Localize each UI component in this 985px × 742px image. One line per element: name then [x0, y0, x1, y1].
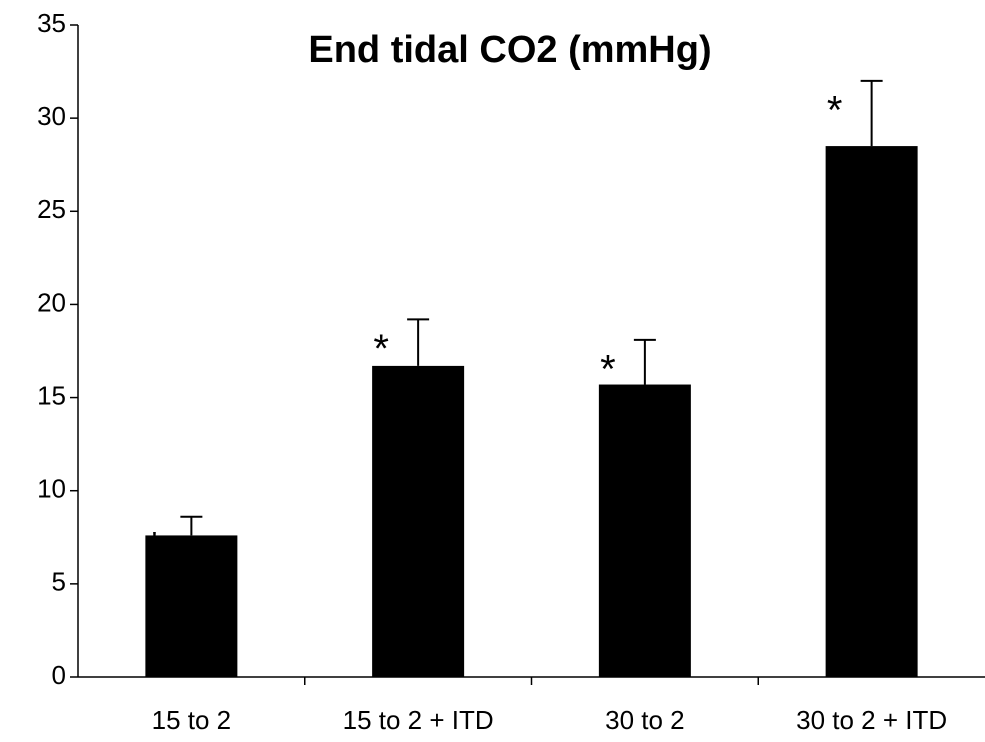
y-tick-label: 35 [37, 8, 66, 38]
chart-title: End tidal CO2 (mmHg) [308, 29, 711, 71]
annotation: * [600, 347, 616, 391]
error-bar [633, 338, 656, 385]
y-tick-label: 10 [37, 474, 66, 504]
annotation: * [373, 327, 389, 371]
bar [598, 384, 691, 677]
annotation: * [147, 524, 163, 568]
x-tick-label: 15 to 2 + ITD [343, 705, 494, 735]
y-tick-label: 25 [37, 194, 66, 224]
y-tick-label: 0 [52, 660, 66, 690]
y-tick-label: 30 [37, 101, 66, 131]
bar [372, 365, 465, 677]
error-bar [180, 515, 203, 536]
bar [145, 535, 238, 677]
annotation: * [827, 88, 843, 132]
y-tick-label: 5 [52, 567, 66, 597]
x-tick-label: 15 to 2 [152, 705, 232, 735]
bar [825, 146, 918, 678]
error-bar [860, 79, 883, 147]
x-tick-label: 30 to 2 + ITD [796, 705, 947, 735]
x-tick-label: 30 to 2 [605, 705, 685, 735]
y-tick-label: 20 [37, 287, 66, 317]
error-bar [407, 318, 430, 366]
y-tick-label: 15 [37, 380, 66, 410]
